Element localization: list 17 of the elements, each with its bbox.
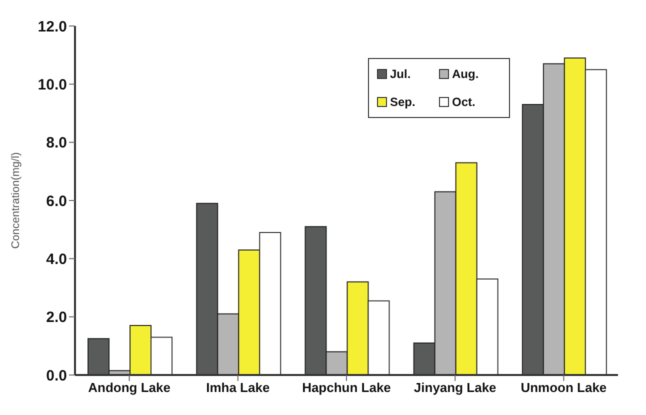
legend-label: Jul. xyxy=(390,67,411,81)
y-tick-label: 8.0 xyxy=(46,134,67,152)
legend-label: Oct. xyxy=(452,95,476,109)
x-tick-label: Jinyang Lake xyxy=(414,380,496,396)
x-tick-label: Imha Lake xyxy=(206,380,270,396)
y-axis-title: Concentration(mg/l) xyxy=(10,152,22,249)
legend-label: Aug. xyxy=(452,67,479,81)
y-tick-label: 0.0 xyxy=(46,367,67,384)
y-tick-label: 12.0 xyxy=(38,18,67,36)
legend-label: Sep. xyxy=(390,95,416,109)
x-tick-label: Hapchun Lake xyxy=(302,380,391,396)
y-tick-label: 2.0 xyxy=(46,309,67,326)
x-tick-label: Unmoon Lake xyxy=(520,380,607,396)
y-tick-label: 4.0 xyxy=(46,250,67,268)
y-tick-label: 10.0 xyxy=(38,76,67,94)
y-tick-label: 6.0 xyxy=(46,192,67,210)
x-tick-label: Andong Lake xyxy=(88,380,170,396)
